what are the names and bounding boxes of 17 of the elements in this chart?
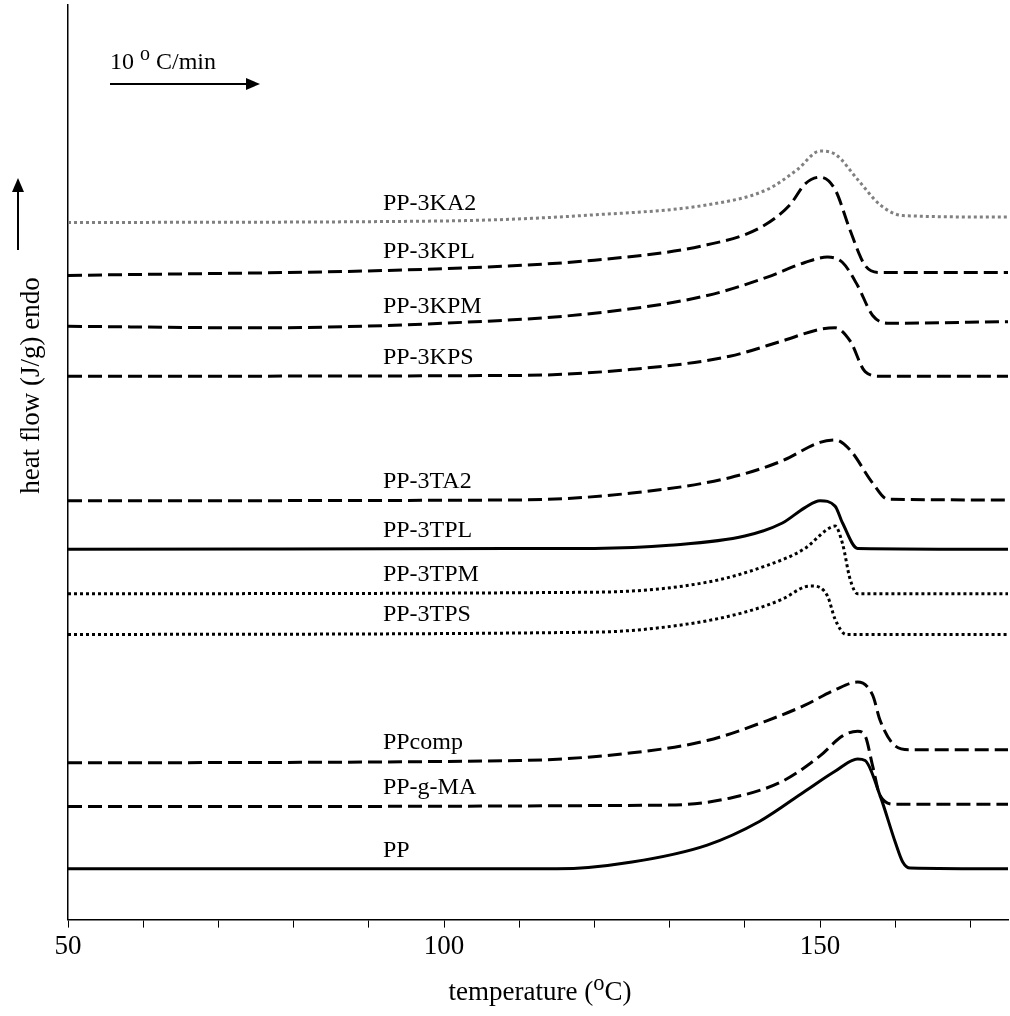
series-label: PP — [382, 836, 410, 863]
series-label: PP-3TPM — [382, 560, 479, 587]
series-label: PPcomp — [382, 728, 463, 755]
x-axis-title: temperature ($^{o}$C) — [447, 970, 633, 1007]
x-tick-label: 100 — [423, 929, 465, 960]
text: 10 $^{o}$ C/min — [110, 42, 217, 75]
x-tick-label: 50 — [54, 929, 82, 960]
series-label: PP-3TPL — [382, 515, 473, 542]
x-tick-label: 150 — [799, 929, 841, 960]
series-label: PP-3KPM — [382, 291, 482, 318]
series-label: PP-3TPS — [382, 600, 471, 627]
series-label: PP-g-MA — [382, 773, 477, 800]
series-label: PP-3KPS — [382, 342, 474, 369]
y-axis-title: heat flow (J/g) endo — [14, 276, 46, 496]
series-label: PP-3KA2 — [382, 188, 477, 215]
series-label: PP-3TA2 — [382, 467, 472, 494]
series-label: PP-3KPL — [382, 237, 475, 264]
